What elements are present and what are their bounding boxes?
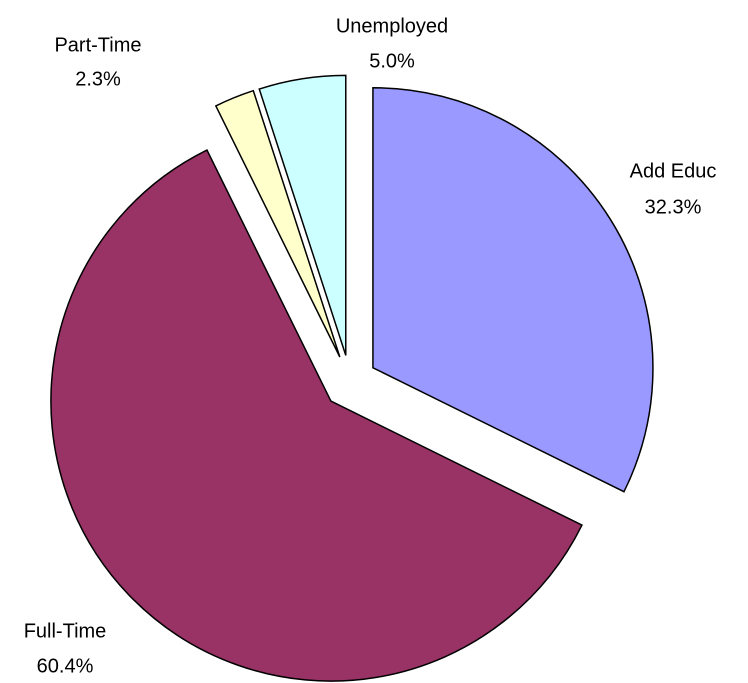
slice-value-label: 2.3%	[75, 68, 121, 90]
slice-label: Full-Time	[24, 620, 107, 642]
slice-label: Unemployed	[336, 15, 448, 37]
slice-value-label: 32.3%	[645, 196, 702, 218]
slice-label: Part-Time	[54, 34, 141, 56]
pie-slice	[372, 86, 654, 493]
pie-slice	[50, 149, 583, 682]
pie-slice	[258, 74, 347, 356]
slice-value-label: 60.4%	[37, 655, 94, 677]
slice-value-label: 5.0%	[369, 50, 415, 72]
pie-slice	[214, 89, 341, 358]
slice-label: Add Educ	[630, 160, 717, 182]
